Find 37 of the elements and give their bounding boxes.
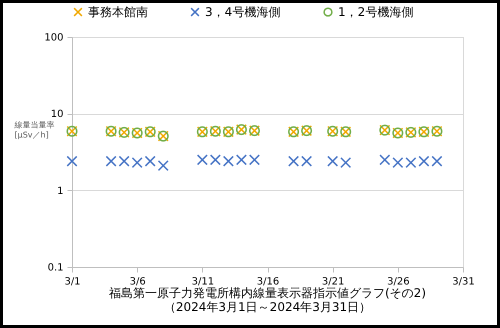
point [132, 157, 143, 168]
point [222, 156, 234, 167]
x-tick-label: 3/6 [130, 276, 146, 288]
text: （2024年3月1日～2024年3月31日） [164, 300, 372, 314]
y-tick-label: 0.1 [48, 262, 64, 274]
point [66, 156, 78, 167]
point [236, 154, 247, 166]
legend-label: 事務本館南 [88, 5, 148, 20]
point [379, 154, 390, 166]
point [418, 156, 430, 167]
x-tick-label: 3/11 [192, 276, 214, 288]
point [340, 157, 352, 168]
point [288, 156, 300, 167]
point [301, 156, 312, 167]
point [106, 156, 117, 167]
point [144, 156, 156, 167]
point [248, 154, 260, 166]
point [196, 154, 208, 166]
y-tick-label: 1 [57, 186, 64, 197]
y-axis-title: 線量当量率 [μSv／h] [14, 120, 54, 140]
point [158, 160, 169, 172]
point [327, 156, 338, 167]
x-tick-label: 3/21 [322, 276, 344, 288]
x-tick-label: 3/16 [256, 276, 280, 288]
x-tick-label: 3/1 [64, 276, 81, 288]
y-tick-label: 10 [50, 109, 64, 120]
text: 福島第一原子力発電所構内線量表示器指示値グラフ(その2) [109, 286, 426, 300]
point [392, 157, 404, 168]
x-tick-label: 3/26 [387, 276, 410, 288]
point [118, 156, 130, 167]
point [210, 154, 221, 166]
legend-label: 3，4号機海側 [205, 5, 280, 20]
x-tick-label: 3/31 [452, 276, 475, 288]
legend-label: 1，2号機海側 [338, 5, 414, 20]
point [405, 157, 416, 168]
point [431, 156, 442, 167]
y-tick-label: 100 [44, 32, 64, 44]
